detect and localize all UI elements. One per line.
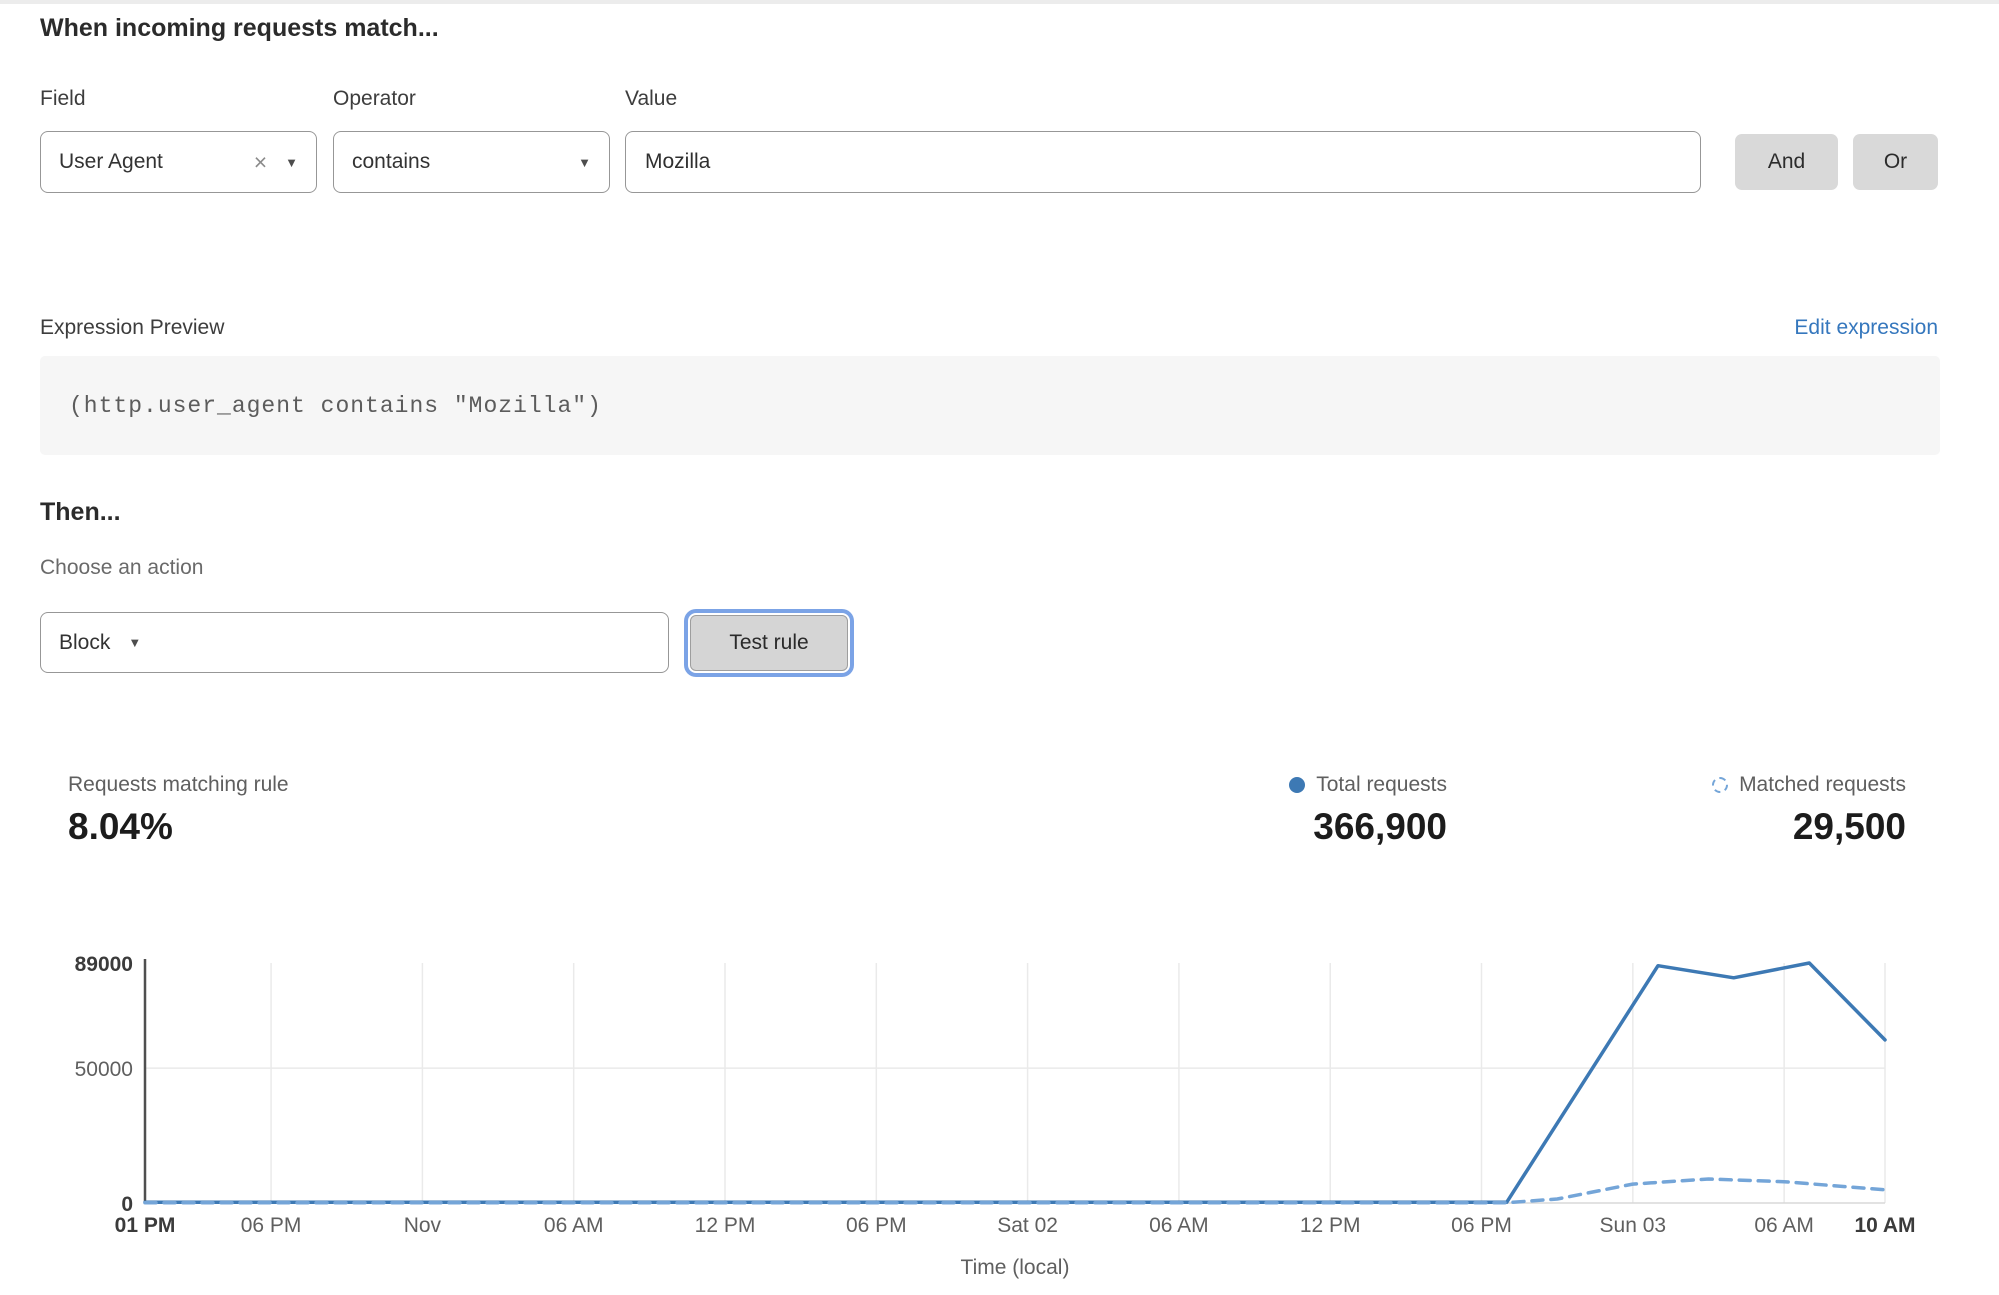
svg-text:Time (local): Time (local) xyxy=(961,1256,1070,1279)
svg-text:10 AM: 10 AM xyxy=(1854,1214,1915,1237)
svg-text:06 AM: 06 AM xyxy=(544,1214,604,1237)
svg-text:12 PM: 12 PM xyxy=(695,1214,756,1237)
value-label: Value xyxy=(625,87,678,110)
chevron-down-icon: ▼ xyxy=(285,154,298,170)
svg-text:0: 0 xyxy=(121,1193,133,1216)
svg-text:12 PM: 12 PM xyxy=(1300,1214,1361,1237)
chevron-down-icon: ▼ xyxy=(578,154,591,170)
edit-expression-link[interactable]: Edit expression xyxy=(1794,316,1938,339)
operator-select-value: contains xyxy=(352,150,431,173)
choose-action-label: Choose an action xyxy=(40,556,204,579)
requests-matching-label: Requests matching rule xyxy=(68,773,289,796)
svg-text:06 PM: 06 PM xyxy=(241,1214,302,1237)
svg-text:01 PM: 01 PM xyxy=(115,1214,176,1237)
total-requests-legend: Total requests xyxy=(1289,773,1447,797)
svg-text:06 AM: 06 AM xyxy=(1149,1214,1209,1237)
action-select[interactable]: Block ▼ xyxy=(40,612,669,673)
clear-icon[interactable]: × xyxy=(253,148,268,175)
svg-text:89000: 89000 xyxy=(75,953,133,976)
requests-matching-value: 8.04% xyxy=(68,806,173,847)
matched-requests-label: Matched requests xyxy=(1739,773,1906,796)
total-requests-label: Total requests xyxy=(1316,773,1447,796)
expression-preview-label: Expression Preview xyxy=(40,316,225,339)
then-heading: Then... xyxy=(40,498,121,526)
or-button[interactable]: Or xyxy=(1853,134,1938,190)
expression-code: (http.user_agent contains "Mozilla") xyxy=(69,392,602,419)
action-select-value: Block xyxy=(59,630,111,654)
field-select[interactable]: User Agent × ▼ xyxy=(40,131,317,193)
field-label: Field xyxy=(40,87,86,110)
svg-text:Sat 02: Sat 02 xyxy=(997,1214,1058,1237)
operator-label: Operator xyxy=(333,87,416,110)
top-divider xyxy=(0,0,1999,4)
field-select-value: User Agent xyxy=(59,150,163,173)
and-button[interactable]: And xyxy=(1735,134,1838,190)
svg-text:06 PM: 06 PM xyxy=(1451,1214,1512,1237)
match-heading: When incoming requests match... xyxy=(40,14,439,42)
total-requests-dot-icon xyxy=(1289,777,1306,793)
requests-chart: 0 50000 89000 01 PM 06 PM Nov 06 AM 12 PM 06 PM S… xyxy=(75,953,1916,1279)
test-rule-button[interactable]: Test rule xyxy=(690,615,848,671)
svg-text:Nov: Nov xyxy=(404,1214,442,1237)
matched-requests-value: 29,500 xyxy=(1792,806,1906,847)
total-requests-value: 366,900 xyxy=(1313,806,1447,847)
svg-text:06 AM: 06 AM xyxy=(1754,1214,1814,1237)
svg-text:Sun 03: Sun 03 xyxy=(1600,1214,1667,1237)
svg-text:06 PM: 06 PM xyxy=(846,1214,907,1237)
chevron-down-icon: ▼ xyxy=(128,635,142,650)
value-input[interactable] xyxy=(625,131,1701,193)
matched-requests-dashed-circle-icon xyxy=(1712,777,1729,793)
expression-preview-box: (http.user_agent contains "Mozilla") xyxy=(40,356,1940,455)
svg-text:50000: 50000 xyxy=(75,1058,133,1081)
operator-select[interactable]: contains ▼ xyxy=(333,131,610,193)
matched-requests-legend: Matched requests xyxy=(1712,773,1906,797)
